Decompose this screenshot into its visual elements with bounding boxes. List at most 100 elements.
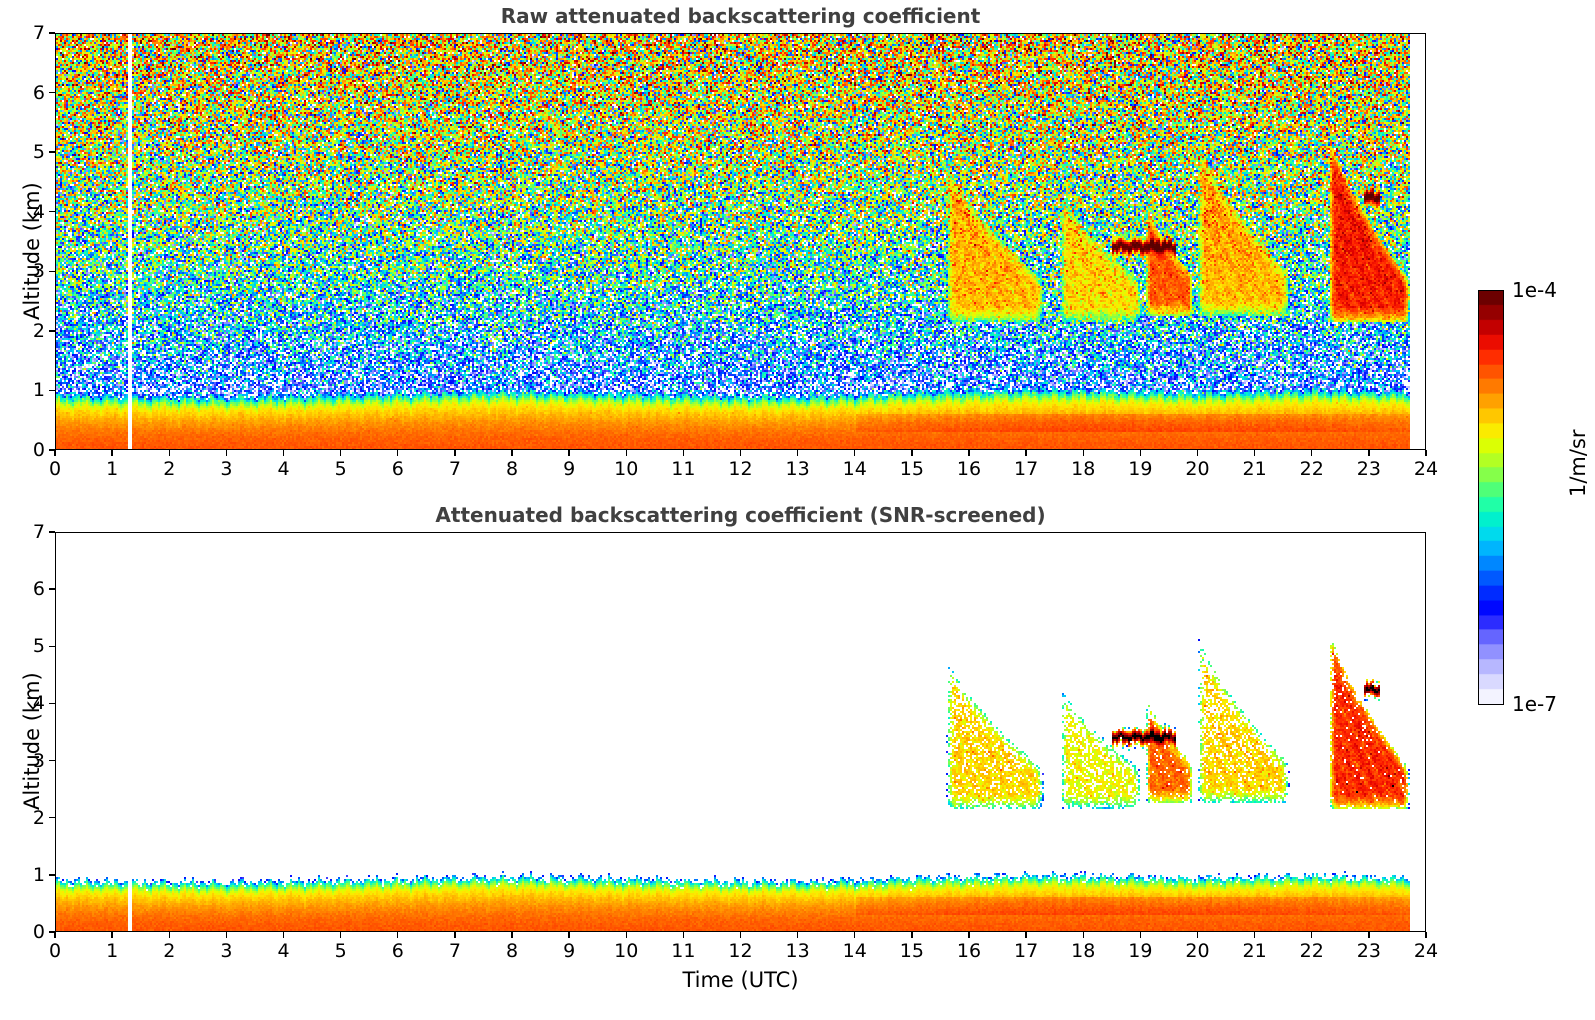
x-tick-screened-14 [854,932,856,938]
x-tick-raw-6 [397,450,399,456]
y-tick-screened-5 [49,645,55,647]
y-tick-label-screened-4: 4 [32,692,45,715]
x-tick-screened-17 [1025,932,1027,938]
x-tick-label-screened-2: 2 [163,940,176,962]
y-tick-screened-1 [49,874,55,876]
x-tick-screened-10 [625,932,627,938]
x-tick-label-screened-8: 8 [505,940,519,962]
x-tick-label-screened-17: 17 [1014,940,1039,962]
x-tick-raw-4 [282,450,285,456]
x-tick-screened-1 [111,932,113,938]
x-tick-label-screened-4: 4 [277,940,290,962]
x-tick-label-raw-18: 18 [1071,458,1096,480]
x-tick-screened-24 [1425,932,1427,938]
x-tick-raw-0 [54,450,56,456]
x-tick-label-raw-23: 23 [1356,458,1381,480]
x-tick-screened-22 [1311,932,1313,938]
x-tick-label-raw-3: 3 [220,458,233,480]
x-tick-raw-8 [511,450,513,456]
x-tick-raw-17 [1025,450,1027,456]
panel-title-raw: Raw attenuated backscattering coefficien… [500,4,981,28]
x-tick-label-screened-0: 0 [48,940,62,962]
y-tick-label-screened-2: 2 [32,806,45,829]
x-tick-label-screened-7: 7 [448,940,461,962]
x-tick-raw-12 [739,450,742,456]
x-tick-screened-16 [968,932,970,938]
y-tick-screened-2 [49,817,55,819]
y-tick-raw-6 [49,91,55,94]
x-tick-screened-3 [225,932,228,938]
heatmap-raw [56,34,1425,449]
y-tick-screened-4 [49,702,55,705]
x-tick-screened-9 [568,932,570,938]
y-tick-label-screened-7: 7 [32,521,45,543]
x-tick-label-screened-15: 15 [899,940,924,962]
x-tick-screened-11 [682,932,685,938]
x-tick-screened-18 [1082,932,1084,938]
x-tick-raw-7 [454,450,456,456]
x-tick-label-raw-9: 9 [563,458,576,480]
x-tick-label-screened-13: 13 [785,940,810,962]
x-tick-label-screened-14: 14 [842,940,867,962]
x-tick-label-raw-22: 22 [1299,458,1324,480]
y-tick-raw-7 [49,32,55,34]
x-tick-raw-3 [225,450,228,456]
y-tick-label-raw-1: 1 [32,379,45,402]
x-tick-label-raw-17: 17 [1014,458,1039,480]
y-axis-label-raw: Altitude (km) [20,181,44,320]
y-tick-label-screened-3: 3 [32,749,45,772]
x-tick-screened-8 [511,932,513,938]
x-tick-label-screened-11: 11 [671,940,696,962]
x-tick-screened-19 [1139,932,1142,938]
x-tick-label-screened-1: 1 [106,940,119,962]
x-tick-raw-24 [1425,450,1427,456]
x-tick-raw-13 [796,450,799,456]
x-tick-raw-2 [168,450,170,456]
y-axis-label-screened: Altitude (km) [20,672,44,810]
x-tick-raw-22 [1311,450,1313,456]
x-tick-label-raw-15: 15 [899,458,924,480]
y-tick-label-raw-3: 3 [32,260,45,283]
x-tick-label-screened-18: 18 [1071,940,1096,962]
y-tick-label-raw-4: 4 [32,200,45,223]
y-tick-label-raw-2: 2 [32,319,45,342]
x-tick-raw-18 [1082,450,1084,456]
x-tick-label-screened-21: 21 [1242,940,1267,962]
x-tick-label-screened-22: 22 [1299,940,1324,962]
x-tick-screened-23 [1368,932,1370,938]
heatmap-screened [56,533,1425,931]
x-tick-label-raw-14: 14 [842,458,867,480]
x-tick-raw-21 [1253,450,1256,456]
colorbar-max-label: 1e-4 [1512,278,1557,302]
x-tick-label-screened-9: 9 [563,940,576,962]
x-tick-raw-11 [682,450,685,456]
x-tick-label-screened-23: 23 [1356,940,1381,962]
y-tick-label-raw-6: 6 [32,81,45,104]
x-tick-raw-10 [625,450,627,456]
x-tick-raw-14 [854,450,856,456]
y-tick-label-screened-0: 0 [32,921,45,943]
x-tick-label-raw-21: 21 [1242,458,1267,480]
colorbar-unit-label: 1/m/sr [1566,429,1590,497]
x-tick-label-raw-24: 24 [1413,458,1439,480]
x-tick-label-raw-10: 10 [614,458,639,480]
x-tick-screened-6 [397,932,399,938]
x-tick-label-raw-1: 1 [106,458,119,480]
y-tick-label-raw-7: 7 [32,22,45,44]
colorbar-gradient [1479,291,1503,704]
x-tick-raw-16 [968,450,970,456]
x-tick-label-raw-19: 19 [1128,458,1153,480]
x-tick-label-screened-19: 19 [1128,940,1153,962]
y-tick-screened-0 [49,931,55,933]
x-tick-label-raw-8: 8 [505,458,519,480]
colorbar [1478,290,1504,705]
x-tick-raw-1 [111,450,113,456]
x-tick-screened-7 [454,932,456,938]
x-tick-raw-23 [1368,450,1370,456]
x-tick-raw-9 [568,450,570,456]
x-tick-screened-15 [911,932,913,938]
plot-area-raw [55,33,1426,450]
x-tick-label-raw-20: 20 [1185,458,1210,480]
y-tick-raw-1 [49,389,55,392]
